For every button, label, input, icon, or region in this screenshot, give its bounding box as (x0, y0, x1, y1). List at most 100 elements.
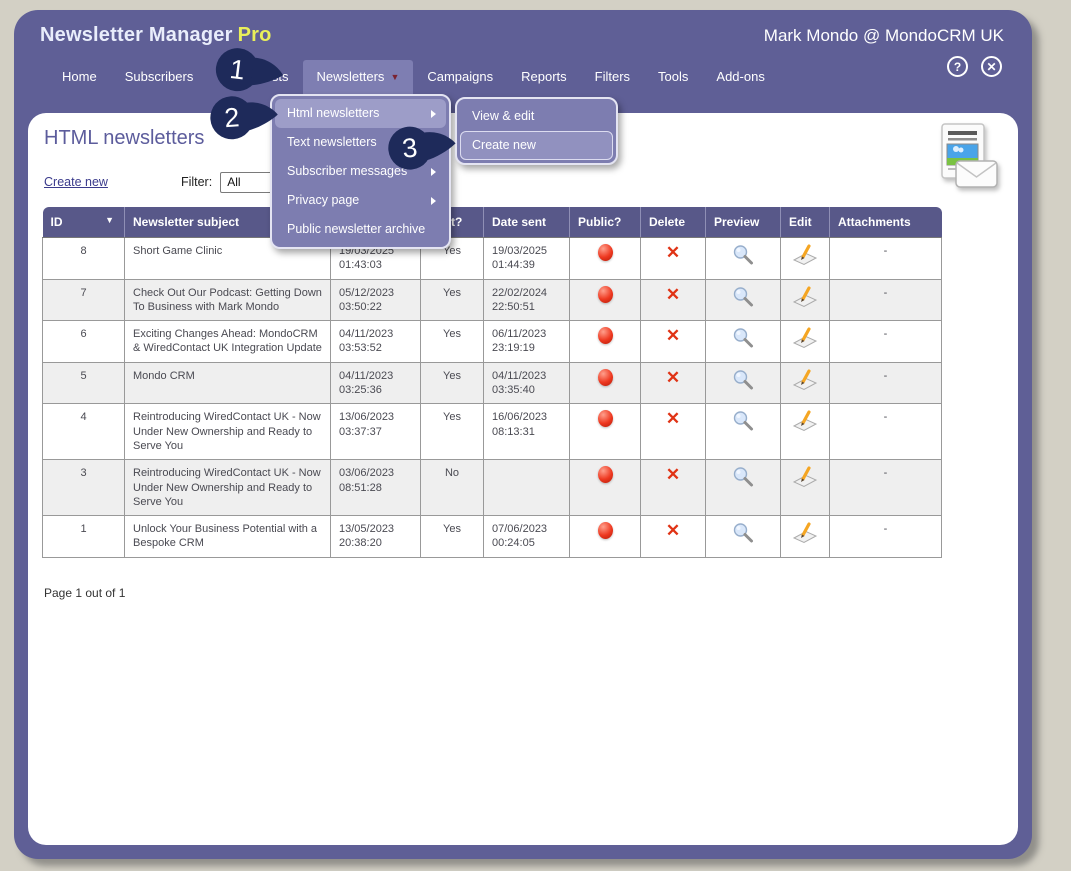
magnifier-icon (733, 467, 753, 487)
preview-button[interactable] (705, 278, 781, 322)
column-header-delete[interactable]: Delete (640, 207, 706, 238)
cell-date-created: 03/06/2023 08:51:28 (330, 459, 421, 517)
cell-date-sent: 22/02/2024 22:50:51 (483, 278, 570, 322)
delete-button[interactable]: ✕ (640, 237, 706, 280)
cell-date-created: 05/12/2023 03:50:22 (330, 278, 421, 322)
menu-item[interactable]: Html newsletters (275, 99, 446, 128)
menu-item[interactable]: Privacy page (275, 186, 446, 215)
magnifier-icon (733, 328, 753, 348)
nav-item[interactable]: Subscribers (111, 60, 208, 94)
column-header-attachments[interactable]: Attachments (829, 207, 942, 238)
menu-item-label: Html newsletters (287, 106, 380, 120)
menu-item-label: Public newsletter archive (287, 222, 426, 236)
cell-subject: Reintroducing WiredContact UK - Now Unde… (124, 459, 331, 517)
delete-button[interactable]: ✕ (640, 403, 706, 461)
public-toggle-button[interactable] (569, 515, 641, 558)
step-2-callout-badge: 2 (205, 89, 281, 151)
nav-item[interactable]: Reports (507, 60, 581, 94)
nav-item[interactable]: Filters (581, 60, 644, 94)
menu-item[interactable]: Subscriber messages (275, 157, 446, 186)
app-title: Newsletter Manager Pro (40, 24, 272, 47)
magnifier-icon (733, 370, 753, 390)
public-toggle-button[interactable] (569, 361, 641, 405)
delete-button[interactable]: ✕ (640, 320, 706, 363)
nav-item[interactable]: Newsletters ▼ (302, 60, 414, 94)
window-buttons: ? ✕ (947, 56, 1002, 77)
submenu-arrow-icon (431, 196, 436, 205)
edit-button[interactable] (780, 403, 830, 461)
step-1-callout-badge: 1 (209, 41, 287, 106)
edit-button[interactable] (780, 459, 830, 517)
edit-pencil-icon (792, 466, 818, 488)
newsletters-dropdown-menu: Html newsletters Text newsletters Subscr… (270, 94, 451, 249)
create-new-link[interactable]: Create new (44, 175, 108, 189)
cell-id: 8 (42, 237, 125, 280)
menu-item-label: Privacy page (287, 193, 360, 207)
nav-item[interactable]: Home (48, 60, 111, 94)
public-toggle-button[interactable] (569, 237, 641, 280)
submenu-item-label: View & edit (472, 109, 535, 123)
cell-id: 6 (42, 320, 125, 363)
menu-item-label: Subscriber messages (287, 164, 408, 178)
preview-button[interactable] (705, 237, 781, 280)
submenu-arrow-icon (431, 109, 436, 118)
column-header-public[interactable]: Public? (569, 207, 641, 238)
table-row: 3 Reintroducing WiredContact UK - Now Un… (42, 459, 942, 517)
public-toggle-button[interactable] (569, 320, 641, 363)
column-header-preview[interactable]: Preview (705, 207, 781, 238)
menu-item[interactable]: Public newsletter archive (275, 215, 446, 244)
edit-button[interactable] (780, 278, 830, 322)
help-icon[interactable]: ? (947, 56, 968, 77)
table-row: 8 Short Game Clinic 19/03/2025 01:43:03 … (42, 237, 942, 280)
edit-pencil-icon (792, 369, 818, 390)
newsletters-table: ID▼ Newsletter subject Date created Sent… (42, 207, 942, 558)
delete-x-icon: ✕ (665, 521, 681, 541)
public-status-icon (597, 285, 613, 303)
table-row: 1 Unlock Your Business Potential with a … (42, 515, 942, 558)
public-toggle-button[interactable] (569, 459, 641, 517)
preview-button[interactable] (705, 320, 781, 363)
cell-attachments: - (829, 278, 942, 322)
sort-desc-icon: ▼ (105, 215, 114, 225)
delete-button[interactable]: ✕ (640, 459, 706, 517)
submenu-item-label: Create new (472, 138, 536, 152)
delete-button[interactable]: ✕ (640, 278, 706, 322)
nav-item[interactable]: Campaigns (413, 60, 507, 94)
edit-button[interactable] (780, 320, 830, 363)
main-nav: Home Subscribers Mailing lists Newslette… (48, 60, 779, 94)
delete-button[interactable]: ✕ (640, 361, 706, 405)
cell-date-sent: 16/06/2023 08:13:31 (483, 403, 570, 461)
public-status-icon (597, 410, 613, 428)
cell-id: 1 (42, 515, 125, 558)
nav-item[interactable]: Tools (644, 60, 702, 94)
nav-item-label: Filters (594, 69, 631, 84)
cell-date-sent: 06/11/2023 23:19:19 (483, 320, 570, 363)
table-row: 5 Mondo CRM 04/11/2023 03:25:36 Yes 04/1… (42, 361, 942, 405)
preview-button[interactable] (705, 515, 781, 558)
preview-button[interactable] (705, 459, 781, 517)
delete-x-icon: ✕ (665, 284, 681, 304)
cell-id: 5 (42, 361, 125, 405)
edit-button[interactable] (780, 361, 830, 405)
submenu-item[interactable]: Create new (460, 131, 613, 160)
delete-x-icon: ✕ (665, 326, 681, 346)
public-toggle-button[interactable] (569, 403, 641, 461)
cell-attachments: - (829, 515, 942, 558)
column-header-id[interactable]: ID ▼ (42, 207, 125, 238)
edit-button[interactable] (780, 237, 830, 280)
preview-button[interactable] (705, 403, 781, 461)
nav-item-label: Add-ons (716, 69, 765, 84)
column-header-edit[interactable]: Edit (780, 207, 830, 238)
edit-button[interactable] (780, 515, 830, 558)
logged-in-user: Mark Mondo @ MondoCRM UK (763, 26, 1004, 45)
close-icon[interactable]: ✕ (981, 56, 1002, 77)
column-header-date-sent[interactable]: Date sent (483, 207, 570, 238)
nav-item-label: Subscribers (124, 69, 194, 84)
content-panel: HTML newsletters Create new Filter: (28, 113, 1018, 845)
submenu-item[interactable]: View & edit (460, 102, 613, 131)
nav-item[interactable]: Add-ons (702, 60, 778, 94)
public-toggle-button[interactable] (569, 278, 641, 322)
delete-button[interactable]: ✕ (640, 515, 706, 558)
preview-button[interactable] (705, 361, 781, 405)
magnifier-icon (733, 523, 753, 543)
